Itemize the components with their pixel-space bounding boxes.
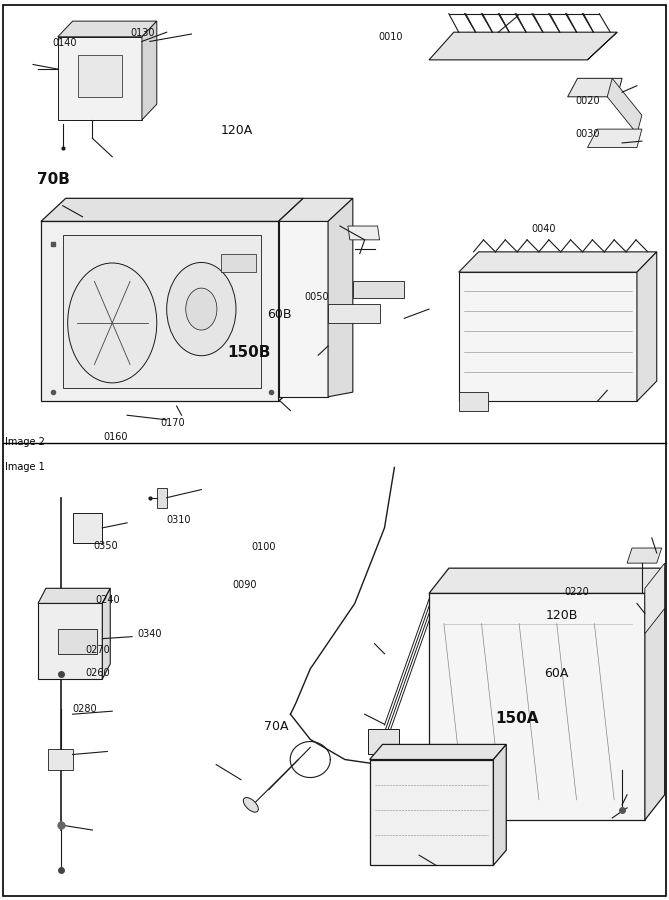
Polygon shape [645, 563, 665, 634]
Text: 120B: 120B [545, 609, 577, 622]
Polygon shape [627, 548, 662, 563]
Polygon shape [157, 488, 167, 508]
Polygon shape [370, 760, 494, 865]
Polygon shape [429, 568, 665, 593]
Text: 0280: 0280 [72, 704, 97, 715]
Polygon shape [278, 198, 303, 401]
Polygon shape [278, 198, 353, 221]
Polygon shape [63, 235, 261, 388]
Polygon shape [429, 32, 617, 60]
Text: 0350: 0350 [94, 541, 118, 552]
Polygon shape [370, 744, 506, 760]
Text: 0100: 0100 [251, 542, 276, 553]
Polygon shape [587, 129, 642, 148]
Text: 0020: 0020 [575, 95, 600, 106]
Polygon shape [459, 272, 637, 401]
Text: 60B: 60B [268, 309, 292, 321]
Text: 70B: 70B [37, 173, 70, 187]
Polygon shape [58, 21, 157, 37]
Text: 0130: 0130 [130, 28, 155, 39]
Polygon shape [73, 513, 102, 543]
Text: Image 2: Image 2 [5, 437, 45, 447]
Text: 60A: 60A [544, 667, 568, 680]
Polygon shape [607, 78, 642, 134]
Polygon shape [368, 729, 399, 754]
Text: 0220: 0220 [564, 587, 589, 598]
Text: 0050: 0050 [304, 292, 329, 302]
Text: 120A: 120A [221, 124, 253, 137]
Polygon shape [459, 392, 488, 410]
Polygon shape [353, 282, 404, 298]
Text: 0260: 0260 [86, 668, 110, 679]
Polygon shape [41, 221, 278, 401]
Polygon shape [48, 750, 73, 770]
Polygon shape [348, 226, 379, 240]
Text: Image 1: Image 1 [5, 462, 45, 472]
Polygon shape [102, 589, 110, 679]
Text: 70A: 70A [264, 720, 289, 733]
Polygon shape [328, 198, 353, 397]
Polygon shape [142, 21, 157, 120]
Polygon shape [38, 603, 102, 679]
Ellipse shape [244, 797, 258, 812]
Text: 150B: 150B [227, 346, 271, 360]
Polygon shape [645, 568, 665, 820]
Circle shape [68, 263, 157, 382]
Text: 0090: 0090 [233, 580, 258, 590]
Text: 0140: 0140 [52, 38, 77, 49]
Polygon shape [494, 744, 506, 865]
Text: 150A: 150A [495, 711, 539, 725]
Text: 0040: 0040 [532, 224, 557, 235]
Text: 0310: 0310 [166, 515, 191, 526]
Text: 0160: 0160 [104, 431, 128, 442]
Polygon shape [278, 221, 328, 397]
Text: 0340: 0340 [137, 628, 162, 639]
Polygon shape [637, 252, 657, 401]
Circle shape [186, 288, 217, 330]
Polygon shape [38, 589, 110, 603]
Polygon shape [78, 55, 122, 97]
Polygon shape [587, 32, 617, 60]
Polygon shape [41, 198, 303, 221]
Polygon shape [459, 252, 657, 272]
Polygon shape [221, 254, 256, 272]
Text: 0240: 0240 [95, 595, 120, 606]
Text: 0170: 0170 [161, 418, 185, 428]
Text: 0010: 0010 [378, 32, 403, 42]
Text: 0270: 0270 [86, 644, 110, 655]
Polygon shape [58, 37, 142, 120]
Text: 0030: 0030 [575, 129, 600, 140]
Polygon shape [328, 304, 379, 323]
Polygon shape [567, 78, 622, 97]
Polygon shape [58, 628, 98, 653]
Polygon shape [429, 593, 645, 820]
Circle shape [167, 263, 236, 356]
